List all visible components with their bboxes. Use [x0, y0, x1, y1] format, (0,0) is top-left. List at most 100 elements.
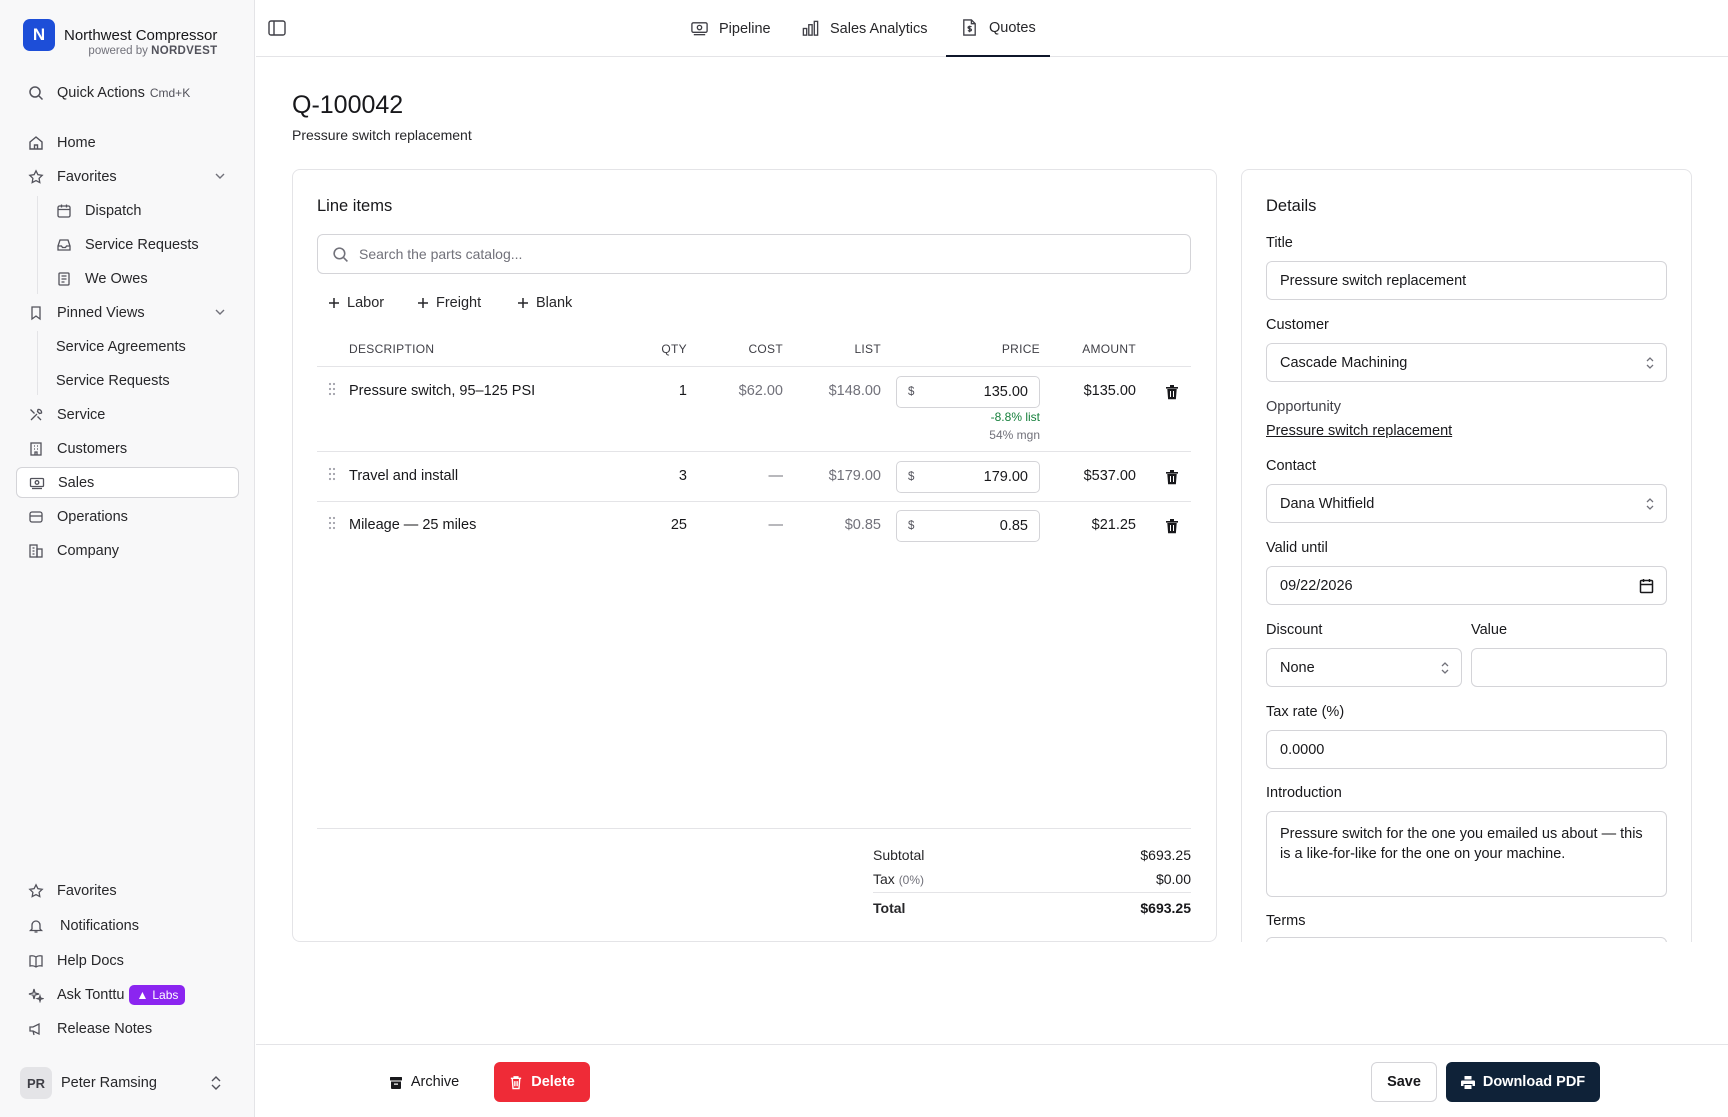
sidebar-item-release-notes[interactable]: Release Notes — [16, 1013, 239, 1044]
drag-handle-icon[interactable] — [327, 516, 337, 530]
sidebar-item-we-owes[interactable]: We Owes — [42, 263, 239, 294]
sidebar-item-dispatch[interactable]: Dispatch — [42, 195, 239, 226]
sidebar-item-label: Dispatch — [85, 202, 142, 219]
sidebar-item-customers[interactable]: Customers — [16, 433, 239, 464]
sidebar-item-service-agreements[interactable]: Service Agreements — [42, 331, 239, 362]
discount-value-input[interactable] — [1471, 648, 1667, 687]
action-footer: Archive Delete Save Download PDF — [256, 1044, 1728, 1117]
title-field[interactable]: Pressure switch replacement — [1266, 261, 1667, 300]
column-header-amount: AMOUNT — [1082, 342, 1136, 356]
details-card: Details Title Pressure switch replacemen… — [1241, 169, 1692, 942]
customer-select[interactable]: Cascade Machining — [1266, 343, 1667, 382]
delete-button[interactable]: Delete — [494, 1062, 590, 1102]
file-dollar-icon — [963, 19, 976, 36]
discount-select[interactable]: None — [1266, 648, 1462, 687]
item-description[interactable]: Travel and install — [349, 468, 459, 484]
add-labor-button[interactable]: Labor — [327, 292, 384, 314]
brand-powered: powered by NORDVEST — [88, 45, 218, 57]
sidebar-toggle-icon[interactable] — [267, 19, 287, 37]
item-qty[interactable]: 1 — [678, 383, 687, 399]
sidebar-item-pinned-service-requests[interactable]: Service Requests — [42, 365, 239, 396]
money-icon — [29, 475, 45, 491]
sidebar-item-service-requests[interactable]: Service Requests — [42, 229, 239, 260]
archive-icon — [389, 1076, 402, 1089]
bookmark-icon — [28, 305, 44, 321]
archive-button[interactable]: Archive — [383, 1062, 465, 1102]
valid-until-value: 09/22/2026 — [1280, 577, 1353, 594]
user-name: Peter Ramsing — [61, 1075, 157, 1091]
tax-value: $0.00 — [1155, 871, 1191, 887]
drag-handle-icon[interactable] — [327, 382, 337, 396]
calendar-icon[interactable] — [1639, 578, 1654, 594]
trash-icon[interactable] — [1165, 469, 1179, 485]
tab-pipeline[interactable]: Pipeline — [690, 0, 771, 57]
totals-divider — [317, 828, 1191, 829]
sidebar-item-ask-tonttu[interactable]: Ask Tonttu ▲ Labs — [16, 979, 239, 1010]
sidebar-item-service[interactable]: Service — [16, 399, 239, 430]
sidebar-item-notifications[interactable]: Notifications — [16, 910, 239, 941]
sidebar-item-label: Customers — [57, 440, 128, 457]
save-button[interactable]: Save — [1371, 1062, 1437, 1102]
drag-handle-icon[interactable] — [327, 467, 337, 481]
introduction-textarea[interactable]: Pressure switch for the one you emailed … — [1266, 811, 1667, 897]
quick-actions-button[interactable]: Quick Actions Cmd+K — [16, 77, 239, 108]
contact-select[interactable]: Dana Whitfield — [1266, 484, 1667, 523]
price-input[interactable]: $ 179.00 — [896, 461, 1040, 493]
customer-label: Customer — [1266, 317, 1329, 333]
brand[interactable]: N Northwest Compressor powered by NORDVE… — [23, 19, 217, 57]
tab-sales-analytics[interactable]: Sales Analytics — [801, 0, 928, 57]
sidebar-group-pinned-views[interactable]: Pinned Views — [16, 297, 239, 328]
plus-icon — [518, 298, 528, 308]
search-input[interactable] — [359, 246, 1179, 262]
sidebar-item-company[interactable]: Company — [16, 535, 239, 566]
terms-textarea[interactable] — [1266, 937, 1667, 942]
price-input[interactable]: $ 0.85 — [896, 510, 1040, 542]
line-items-title: Line items — [317, 197, 393, 215]
home-icon — [28, 135, 44, 151]
pinned-tree-line — [37, 331, 38, 395]
sidebar-item-operations[interactable]: Operations — [16, 501, 239, 532]
star-icon — [28, 882, 44, 899]
item-qty[interactable]: 25 — [670, 517, 687, 533]
opportunity-link[interactable]: Pressure switch replacement — [1266, 423, 1453, 439]
search-icon — [333, 246, 348, 262]
value-label: Value — [1471, 622, 1508, 638]
star-icon — [28, 168, 44, 185]
item-description[interactable]: Mileage — 25 miles — [349, 517, 477, 533]
valid-until-date-input[interactable]: 09/22/2026 — [1266, 566, 1667, 605]
download-pdf-button[interactable]: Download PDF — [1446, 1062, 1600, 1102]
trash-icon[interactable] — [1165, 384, 1179, 400]
labs-badge: ▲ Labs — [129, 984, 186, 1005]
add-blank-button[interactable]: Blank — [516, 292, 572, 314]
sidebar-item-help-docs[interactable]: Help Docs — [16, 945, 239, 976]
subtotal-value: $693.25 — [1140, 847, 1191, 863]
save-label: Save — [1387, 1074, 1421, 1090]
item-description[interactable]: Pressure switch, 95–125 PSI — [349, 383, 536, 399]
sidebar-item-home[interactable]: Home — [16, 127, 239, 158]
user-menu[interactable]: PR Peter Ramsing — [20, 1066, 235, 1100]
total-value: $693.25 — [1140, 900, 1191, 916]
item-cost: $62.00 — [738, 383, 783, 399]
item-cost: — — [768, 517, 784, 533]
item-amount: $21.25 — [1091, 517, 1136, 533]
trash-icon[interactable] — [1165, 518, 1179, 534]
tax-rate-input[interactable]: 0.0000 — [1266, 730, 1667, 769]
tab-quotes[interactable]: Quotes — [946, 0, 1050, 57]
sidebar-item-sales[interactable]: Sales — [16, 467, 239, 498]
add-button-label: Freight — [436, 295, 482, 311]
price-input[interactable]: $ 135.00 — [896, 376, 1040, 408]
office-icon — [28, 543, 44, 559]
book-icon — [28, 953, 44, 969]
sidebar-item-bottom-favorites[interactable]: Favorites — [16, 875, 239, 906]
add-freight-button[interactable]: Freight — [416, 292, 481, 314]
sidebar-group-favorites[interactable]: Favorites — [16, 161, 239, 192]
parts-search[interactable] — [317, 234, 1191, 274]
sidebar-item-label: Service Requests — [85, 236, 199, 253]
item-qty[interactable]: 3 — [678, 468, 687, 484]
list-discount-note: -8.8% list — [990, 410, 1040, 424]
chevron-down-icon — [215, 173, 225, 179]
item-amount: $537.00 — [1083, 468, 1136, 484]
sidebar-item-label: Service — [57, 406, 106, 423]
chevron-up-down-icon — [1646, 498, 1654, 510]
money-icon — [691, 22, 708, 36]
